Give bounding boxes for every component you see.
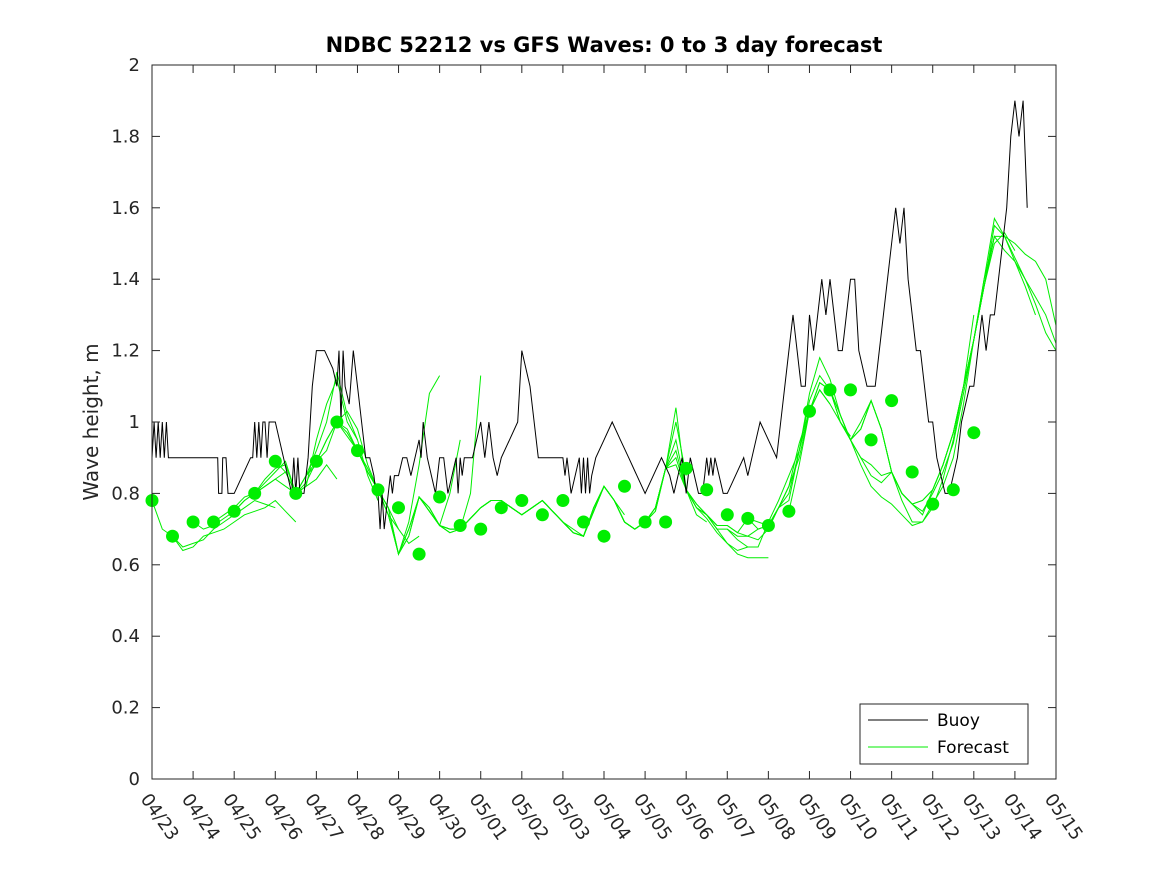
legend-buoy-label: Buoy xyxy=(937,711,980,731)
forecast-marker-30 xyxy=(741,511,755,525)
legend-forecast-label: Forecast xyxy=(937,738,1009,758)
buoy-series-line xyxy=(151,100,1028,530)
y-tick-label: 0.2 xyxy=(111,698,140,719)
forecast-marker-29 xyxy=(720,508,734,522)
y-tick-labels: 0 0.2 0.4 0.6 0.8 1 1.2 1.4 1.6 1.8 2 xyxy=(111,55,140,790)
y-tick-label: 1 xyxy=(129,412,140,433)
forecast-marker-9 xyxy=(309,454,323,468)
chart-title: NDBC 52212 vs GFS Waves: 0 to 3 day fore… xyxy=(326,33,883,57)
y-axis-label: Wave height, m xyxy=(79,343,103,500)
forecast-marker-35 xyxy=(844,383,857,397)
forecast-marker-5 xyxy=(227,504,241,518)
y-tick-label: 0.6 xyxy=(111,555,140,576)
forecast-marker-26 xyxy=(659,515,673,529)
forecast-marker-4 xyxy=(207,515,221,529)
forecast-line-35 xyxy=(850,314,975,527)
y-tick-label: 1.2 xyxy=(111,341,140,362)
legend-box xyxy=(859,703,1029,765)
forecast-marker-27 xyxy=(679,461,693,475)
buoy-line xyxy=(151,100,1028,530)
forecast-marker-18 xyxy=(494,501,508,515)
forecast-marker-20 xyxy=(535,508,549,522)
forecast-marker-16 xyxy=(453,519,467,532)
y-tick-label: 1.6 xyxy=(111,198,140,219)
forecast-line-29 xyxy=(727,388,851,537)
forecast-marker-17 xyxy=(474,522,488,536)
forecast-marker-7 xyxy=(268,454,282,468)
forecast-marker-8 xyxy=(289,486,303,500)
y-tick-label: 0.8 xyxy=(111,483,140,504)
forecast-marker-15 xyxy=(433,490,447,504)
forecast-marker-37 xyxy=(885,394,899,408)
forecast-marker-2 xyxy=(166,529,179,543)
forecast-marker-36 xyxy=(864,433,878,447)
forecast-marker-23 xyxy=(597,529,611,543)
forecast-marker-41 xyxy=(967,426,981,440)
forecast-marker-24 xyxy=(618,479,631,493)
forecast-line-6 xyxy=(254,371,379,501)
forecast-marker-3 xyxy=(186,515,200,529)
forecast-marker-11 xyxy=(351,444,364,458)
forecast-marker-25 xyxy=(638,515,652,529)
forecast-marker-14 xyxy=(412,547,426,561)
forecast-marker-19 xyxy=(515,494,529,507)
y-tick-label: 1.4 xyxy=(111,269,140,290)
forecast-marker-28 xyxy=(700,483,714,497)
forecast-marker-38 xyxy=(905,465,919,479)
forecast-markers xyxy=(145,383,981,561)
forecast-marker-34 xyxy=(823,383,837,397)
forecast-marker-40 xyxy=(946,483,960,497)
y-tick-label: 1.8 xyxy=(111,126,140,147)
forecast-marker-32 xyxy=(782,504,796,518)
forecast-marker-22 xyxy=(577,515,590,529)
forecast-line-2 xyxy=(172,499,297,552)
forecast-marker-39 xyxy=(926,497,940,511)
y-tick-label: 2 xyxy=(129,55,140,76)
forecast-line-41 xyxy=(973,235,1057,344)
plot-area xyxy=(152,65,1056,779)
forecast-marker-10 xyxy=(330,415,344,429)
forecast-marker-13 xyxy=(392,501,405,515)
legend: Buoy Forecast xyxy=(859,703,1029,765)
forecast-marker-6 xyxy=(248,486,262,500)
forecast-line-40 xyxy=(952,217,1057,433)
y-tick-label: 0.4 xyxy=(111,626,140,647)
forecast-marker-12 xyxy=(371,483,385,497)
forecast-marker-21 xyxy=(556,494,570,507)
forecast-marker-33 xyxy=(803,404,816,418)
forecast-marker-31 xyxy=(761,519,775,532)
y-tick-label: 0 xyxy=(129,769,140,790)
axes xyxy=(151,64,1057,780)
